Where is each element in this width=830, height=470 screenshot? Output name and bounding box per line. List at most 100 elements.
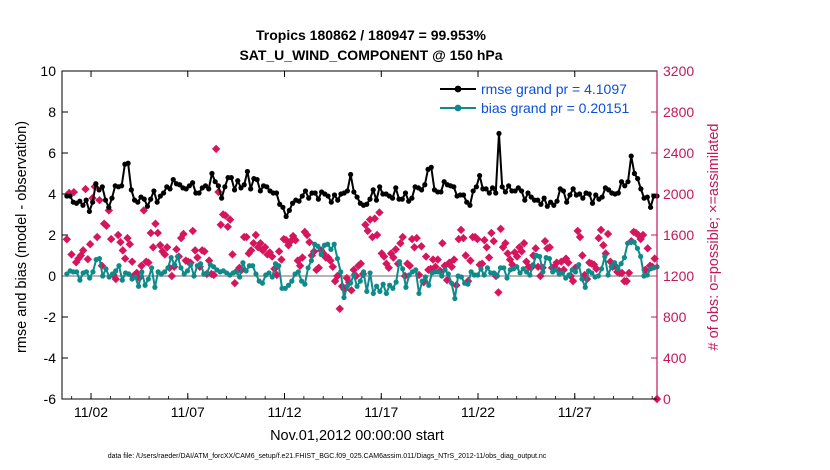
obs-marker — [335, 304, 344, 313]
obs-marker — [410, 243, 419, 252]
obs-marker — [540, 236, 550, 246]
rmse-point — [219, 195, 225, 201]
rmse-point — [90, 199, 96, 205]
bias-point — [347, 280, 354, 286]
rmse-point — [544, 203, 550, 209]
rmse-point — [589, 200, 596, 206]
bias-point — [618, 261, 624, 267]
obs-marker — [258, 246, 267, 255]
obs-marker — [200, 247, 209, 256]
bias-point — [403, 284, 409, 290]
obs-marker — [116, 237, 125, 247]
obs-marker — [361, 220, 370, 229]
bias-point — [393, 279, 399, 285]
rmse-point — [348, 171, 354, 178]
obs-marker — [85, 240, 95, 249]
bias-point — [644, 272, 650, 278]
rmse-point — [367, 196, 373, 202]
obs-marker — [298, 253, 307, 262]
y-tick-label-right-6: 2400 — [663, 145, 694, 161]
obs-marker — [193, 253, 202, 262]
rmse-point — [518, 188, 525, 194]
bias-point — [325, 241, 331, 247]
obs-marker — [531, 244, 540, 253]
obs-marker — [102, 221, 111, 230]
rmse-point — [418, 187, 425, 193]
rmse-point — [470, 188, 476, 194]
obs-marker — [95, 195, 104, 205]
obs-marker — [594, 233, 603, 243]
y-tick-label-right-2: 800 — [663, 309, 687, 325]
bias-point — [126, 271, 132, 277]
bias-point — [377, 288, 383, 294]
bias-point — [615, 266, 621, 272]
obs-marker — [172, 245, 181, 254]
rmse-point — [202, 183, 209, 189]
obs-marker — [375, 208, 384, 217]
bias-point — [540, 269, 546, 275]
rmse-point — [554, 198, 560, 204]
obs-marker — [391, 245, 400, 254]
rmse-point — [406, 198, 412, 204]
bias-point — [422, 274, 429, 280]
obs-marker — [372, 230, 382, 240]
obs-marker — [221, 211, 230, 220]
y-tick-label-left-3: 0 — [48, 268, 56, 284]
bias-point — [305, 265, 311, 271]
rmse-point — [125, 160, 131, 166]
bias-point — [501, 265, 507, 271]
obs-marker — [78, 246, 88, 255]
obs-marker — [137, 261, 146, 270]
obs-marker — [111, 274, 121, 284]
rmse-point — [335, 197, 341, 203]
bias-point — [537, 253, 543, 260]
rmse-point — [515, 185, 521, 191]
bias-point — [579, 276, 585, 282]
bias-point — [282, 285, 288, 291]
rmse-point — [373, 197, 380, 203]
bias-point — [634, 245, 641, 251]
legend-bias-marker — [454, 104, 462, 112]
y-tick-label-right-7: 2800 — [663, 104, 694, 120]
rmse-point — [209, 170, 215, 177]
bias-point — [445, 271, 451, 277]
bias-point — [142, 282, 148, 288]
data-file-footer: data file: /Users/raeder/DAI/ATM_forcXX/… — [108, 453, 547, 460]
y-tick-label-left-0: -6 — [44, 391, 57, 407]
rmse-point — [389, 195, 396, 201]
obs-marker — [384, 263, 393, 272]
rmse-point — [106, 204, 112, 210]
obs-marker — [123, 233, 132, 243]
rmse-point — [486, 190, 492, 196]
rmse-point — [196, 190, 202, 196]
rmse-point — [144, 203, 151, 209]
rmse-point — [606, 187, 612, 193]
obs-marker — [405, 261, 414, 270]
bias-point — [302, 281, 308, 287]
obs-marker — [188, 226, 198, 236]
rmse-point — [102, 197, 109, 203]
bias-point — [452, 295, 458, 302]
rmse-point — [170, 177, 176, 183]
obs-marker — [216, 220, 225, 229]
obs-marker — [592, 264, 601, 274]
bias-point — [204, 270, 210, 276]
bias-point — [259, 280, 266, 286]
bias-point — [598, 266, 605, 272]
x-ticks: 11/02 11/07 11/12 11/17 11/22 11/27 — [71, 71, 653, 420]
rmse-point — [628, 153, 634, 159]
rmse-point — [493, 190, 499, 196]
rmse-point — [502, 189, 509, 195]
bias-point — [582, 284, 588, 290]
bias-point — [595, 273, 601, 279]
bias-point — [563, 275, 569, 281]
obs-marker — [256, 239, 265, 248]
rmse-point — [67, 193, 73, 199]
rmse-point — [148, 196, 154, 202]
bias-point — [380, 281, 386, 287]
obs-marker — [274, 247, 284, 256]
obs-marker — [573, 226, 582, 236]
obs-marker — [153, 228, 163, 238]
rmse-point — [231, 187, 238, 193]
rmse-point — [80, 202, 86, 208]
